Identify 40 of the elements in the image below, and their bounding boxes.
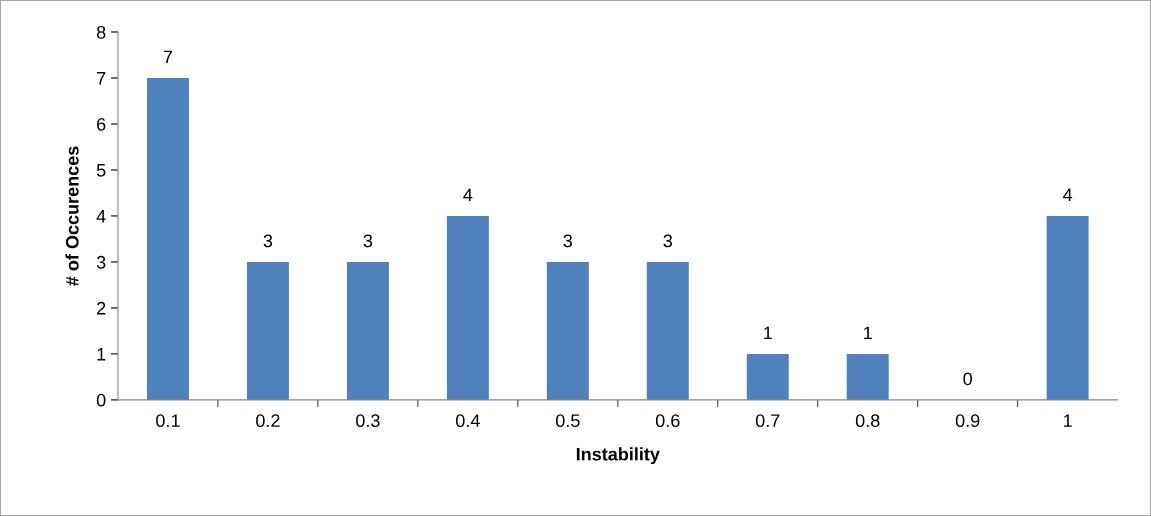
data-label: 3 [663,234,673,248]
data-label: 4 [463,188,473,202]
y-tick-label: 3 [96,255,106,269]
bar [746,353,789,400]
x-tick-label: 0.8 [855,414,880,428]
x-tick-label: 0.2 [256,414,280,428]
data-label: 3 [563,234,573,248]
y-axis-title: # of Occurences [65,146,79,286]
x-tick-label: 0.6 [655,414,680,428]
y-tick-label: 2 [97,301,106,315]
x-tick-label: 0.1 [156,414,180,428]
y-tick-label: 1 [97,348,106,361]
x-axis-title: Instability [576,447,660,465]
x-tick-label: 0.3 [356,414,380,428]
y-tick-label: 4 [96,210,106,223]
y-tick-label: 0 [96,393,106,407]
x-tick-label: 1 [1064,414,1072,427]
y-tick-label: 7 [97,72,106,85]
x-tick-label: 0.9 [955,414,980,428]
bar [146,77,189,400]
y-tick-label: 8 [96,25,106,39]
data-label: 3 [263,234,273,248]
data-label: 3 [363,234,373,248]
data-label: 4 [1063,188,1073,202]
bar [646,261,689,400]
x-tick-label: 0.7 [755,414,780,428]
bar [346,261,389,400]
data-label: 0 [963,372,972,386]
x-tick-label: 0.4 [456,414,480,428]
bar [446,215,489,400]
bar [546,261,589,400]
bar [1046,215,1089,400]
bar [846,353,889,400]
bar [246,261,289,400]
x-tick-label: 0.5 [555,414,580,428]
y-tick-label: 6 [97,117,106,131]
data-label: 7 [163,50,173,64]
data-label: 1 [864,326,872,340]
data-label: 1 [764,326,772,340]
y-tick-label: 5 [96,164,106,177]
